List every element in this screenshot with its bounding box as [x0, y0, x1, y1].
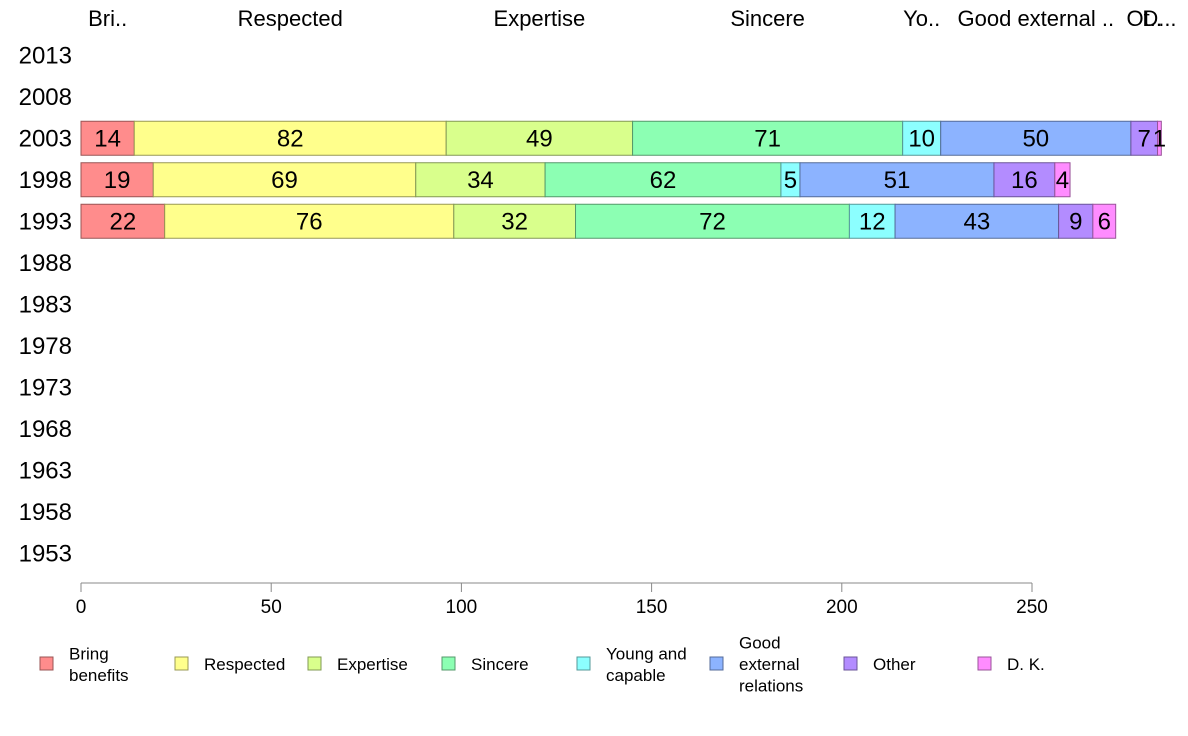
- bar-segment: [902, 120, 942, 156]
- bar-segment: [1058, 203, 1094, 239]
- x-tick-label: 250: [1016, 597, 1048, 618]
- column-header: Sincere: [730, 6, 805, 31]
- legend-label: Young and: [606, 644, 687, 663]
- data-label: 12: [859, 208, 886, 235]
- x-tick-label: 150: [636, 597, 668, 618]
- data-label: 34: [467, 167, 494, 194]
- data-label: 10: [908, 125, 935, 152]
- legend-label: Respected: [204, 655, 285, 674]
- column-header: Bri..: [88, 6, 127, 31]
- bar-segment: [415, 162, 546, 198]
- category-label: 2003: [19, 125, 72, 152]
- category-label: 1998: [19, 167, 72, 194]
- data-label: 72: [699, 208, 726, 235]
- data-label: 14: [94, 125, 121, 152]
- bar-segment: [544, 162, 782, 198]
- x-tick-label: 50: [261, 597, 282, 618]
- legend-label: Expertise: [337, 655, 408, 674]
- bar-segment: [1092, 203, 1117, 239]
- legend-swatch: [441, 656, 456, 671]
- data-label: 6: [1098, 208, 1111, 235]
- bar-segment: [80, 120, 135, 156]
- category-label: 1983: [19, 291, 72, 318]
- legend-label: Good: [739, 634, 781, 653]
- data-label: 51: [884, 167, 911, 194]
- category-label: 1968: [19, 416, 72, 443]
- bar-segment: [940, 120, 1132, 156]
- category-label: 1958: [19, 499, 72, 526]
- data-label: 16: [1011, 167, 1038, 194]
- data-label: 69: [271, 167, 298, 194]
- data-label: 4: [1056, 167, 1069, 194]
- bar-segment: [632, 120, 904, 156]
- data-label: 49: [526, 125, 553, 152]
- data-label: 5: [784, 167, 797, 194]
- legend-swatch: [307, 656, 322, 671]
- bar-segment: [445, 120, 634, 156]
- bar-segment: [799, 162, 995, 198]
- data-label: 43: [963, 208, 990, 235]
- category-label: 1988: [19, 250, 72, 277]
- bar-segment: [894, 203, 1060, 239]
- legend-label: external: [739, 655, 799, 674]
- legend-swatch: [39, 656, 54, 671]
- data-label: 1: [1153, 125, 1166, 152]
- bar-segment: [80, 203, 166, 239]
- data-label: 76: [296, 208, 323, 235]
- legend-label: Bring: [69, 644, 109, 663]
- data-label: 19: [104, 167, 131, 194]
- bar-segment: [152, 162, 417, 198]
- category-label: 1993: [19, 208, 72, 235]
- bar-segment: [453, 203, 577, 239]
- legend-label: Sincere: [471, 655, 529, 674]
- bar-segment: [164, 203, 455, 239]
- data-label: 62: [650, 167, 677, 194]
- legend-swatch: [709, 656, 724, 671]
- bar-segment: [1157, 120, 1162, 156]
- column-header: Yo..: [903, 6, 940, 31]
- category-label: 1963: [19, 457, 72, 484]
- data-label: 32: [501, 208, 528, 235]
- data-label: 50: [1022, 125, 1049, 152]
- bar-segment: [133, 120, 447, 156]
- data-label: 22: [109, 208, 136, 235]
- data-label: 7: [1138, 125, 1151, 152]
- bar-segment: [80, 162, 154, 198]
- legend-swatch: [977, 656, 992, 671]
- data-label: 9: [1069, 208, 1082, 235]
- legend-label: D. K.: [1007, 655, 1045, 674]
- legend-swatch: [174, 656, 189, 671]
- column-header: Respected: [238, 6, 343, 31]
- x-tick-label: 200: [826, 597, 858, 618]
- legend-swatch: [843, 656, 858, 671]
- legend-swatch: [576, 656, 591, 671]
- category-label: 2008: [19, 84, 72, 111]
- data-label: 82: [277, 125, 304, 152]
- legend-label: benefits: [69, 666, 129, 685]
- category-label: 2013: [19, 42, 72, 69]
- column-header: Ot..: [1126, 6, 1161, 31]
- x-tick-label: 0: [76, 597, 87, 618]
- column-header: Expertise: [494, 6, 586, 31]
- bar-segment: [848, 203, 896, 239]
- category-label: 1978: [19, 333, 72, 360]
- legend-label: relations: [739, 677, 803, 696]
- data-label: 71: [754, 125, 781, 152]
- column-header: D...: [1142, 6, 1176, 31]
- legend-label: Other: [873, 655, 916, 674]
- column-header: Good external ..: [958, 6, 1115, 31]
- legend-label: capable: [606, 666, 666, 685]
- x-tick-label: 100: [446, 597, 478, 618]
- category-label: 1953: [19, 540, 72, 567]
- bar-segment: [1054, 162, 1071, 198]
- category-label: 1973: [19, 374, 72, 401]
